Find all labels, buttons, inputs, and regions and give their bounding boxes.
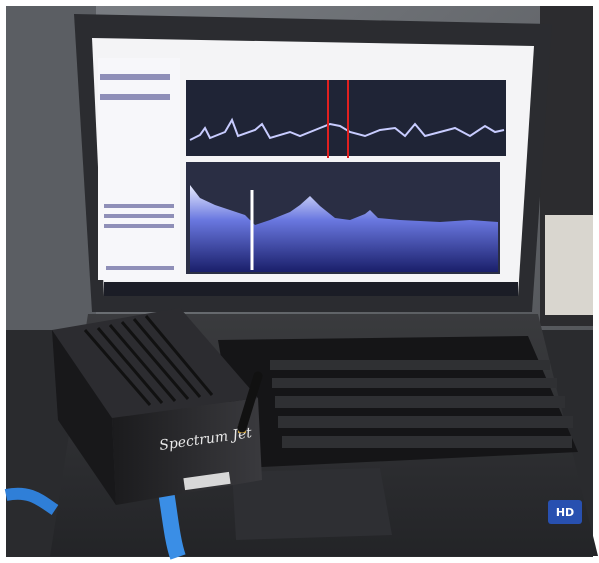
- panel-bar: [104, 204, 174, 208]
- sticker-text: HD: [556, 506, 574, 519]
- panel-bar: [106, 266, 174, 270]
- photo: HD Spectrum Jet: [0, 0, 599, 563]
- taskbar: [104, 282, 518, 296]
- panel-bar: [104, 224, 174, 228]
- panel-bar: [104, 214, 174, 218]
- panel-bar: [100, 74, 170, 80]
- side-panel: [98, 58, 180, 280]
- overview-graph: [186, 80, 506, 156]
- panel-bar: [100, 94, 170, 100]
- keyboard-bg: [545, 215, 593, 315]
